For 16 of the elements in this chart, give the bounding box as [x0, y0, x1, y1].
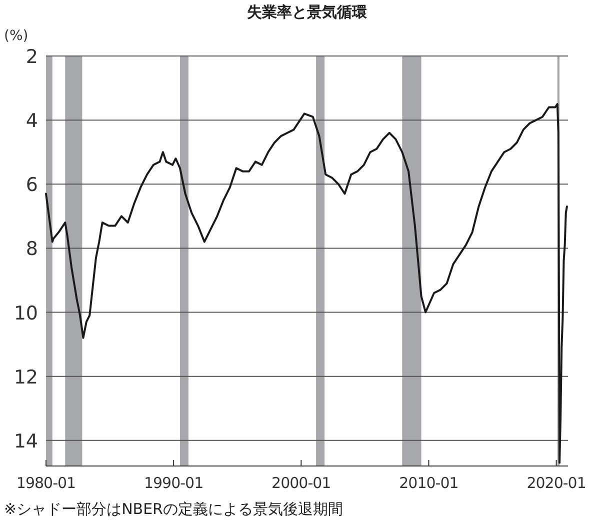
- line-series: [45, 103, 568, 464]
- x-tick-label: 2000-01: [272, 474, 331, 492]
- y-tick-label: 4: [26, 110, 38, 132]
- x-tick-label: 1990-01: [144, 474, 204, 492]
- y-tick-label: 10: [14, 302, 38, 324]
- y-tick-label: 14: [14, 430, 38, 452]
- y-tick-label: 12: [14, 366, 38, 388]
- x-tick-label: 1980-01: [16, 474, 76, 492]
- chart-title: 失業率と景気循環: [247, 3, 368, 21]
- text: ※シャドー部分はNBERの定義による景気後退期間: [4, 500, 343, 518]
- y-tick-label: 8: [26, 238, 38, 260]
- y-tick-label: 2: [26, 46, 38, 68]
- y-axis-title: (%): [4, 28, 28, 44]
- y-tick-label: 6: [26, 174, 38, 196]
- x-tick-label: 2020-01: [526, 474, 586, 492]
- x-tick-label: 2010-01: [399, 474, 458, 492]
